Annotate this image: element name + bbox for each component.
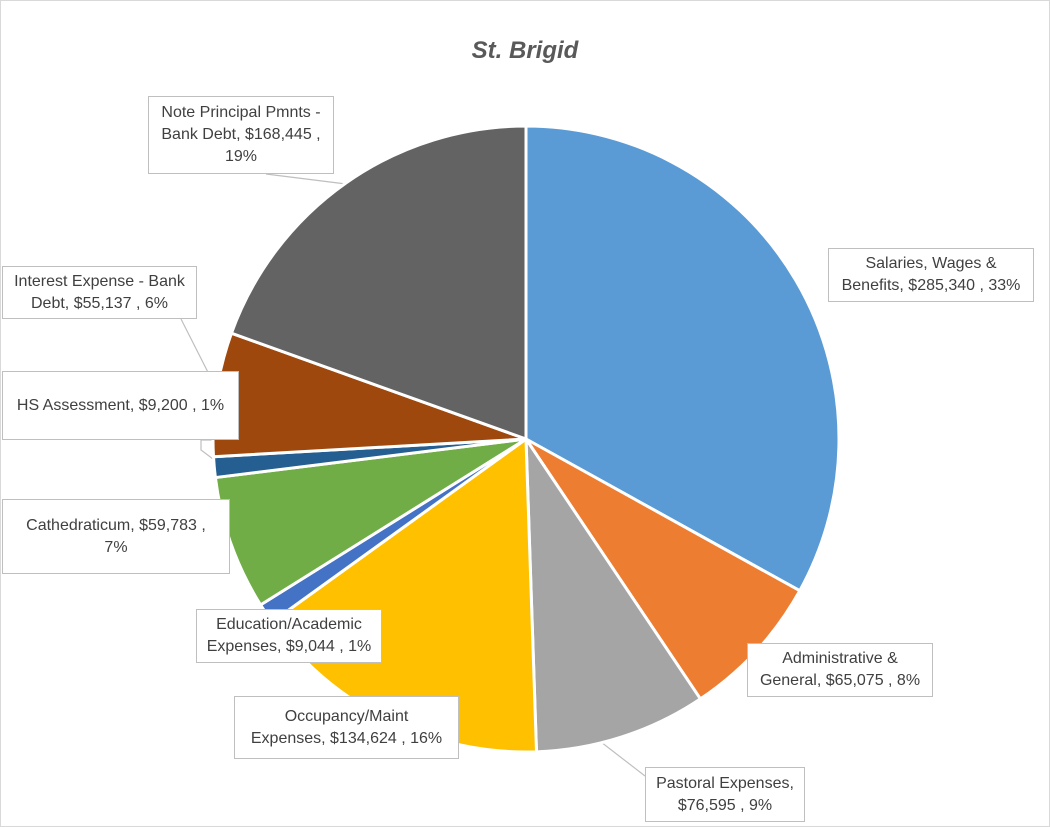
data-label-line: Education/Academic — [216, 616, 362, 633]
chart-title: St. Brigid — [471, 37, 579, 64]
data-label-pastoral-expenses: Pastoral Expenses, $76,595 , 9% — [645, 767, 805, 822]
data-label-line: General, $65,075 , 8% — [759, 672, 921, 689]
leader-line-note-principal-pmnts-bank-debt — [265, 173, 347, 185]
data-label-line: Interest Expense - Bank — [14, 272, 185, 290]
slice-cathedraticum — [213, 437, 528, 607]
data-label-cathedraticum: Cathedraticum, $59,783 , 7% — [2, 499, 230, 574]
leader-line-pastoral-expenses — [600, 741, 646, 777]
slice-note-principal-pmnts-bank-debt — [229, 124, 528, 441]
data-label-administrative-general: Administrative & General, $65,075 , 8% — [747, 643, 933, 697]
data-label-line: Note Principal Pmnts - — [161, 104, 321, 121]
data-label-line: Salaries, Wages & — [865, 255, 997, 272]
data-label-line: Benefits, $285,340 , 33% — [841, 277, 1021, 294]
data-label-education-academic-expenses: Education/Academic Expenses, $9,044 , 1% — [196, 609, 382, 663]
data-label-note-principal-pmnts-bank-debt: Note Principal Pmnts - Bank Debt, $168,44… — [148, 96, 334, 174]
data-label-line: 19% — [224, 148, 257, 165]
data-label-line: Expenses, $9,044 , 1% — [206, 638, 372, 655]
data-label-line: Administrative & — [782, 650, 898, 667]
data-label-line: Bank Debt, $168,445 , — [161, 126, 321, 143]
data-label-hs-assessment: HS Assessment, $9,200 , 1% — [2, 371, 239, 440]
data-label-salaries-wages-benefits: Salaries, Wages & Benefits, $285,340 , 33… — [828, 248, 1034, 302]
data-label-line: Cathedraticum, $59,783 , — [26, 516, 206, 534]
data-label-line: $76,595 , 9% — [677, 796, 773, 814]
slice-salaries-wages-benefits — [524, 124, 841, 593]
data-label-line: Expenses, $134,624 , 16% — [250, 729, 443, 747]
data-label-occupancy-maint-expenses: Occupancy/Maint Expenses, $134,624 , 16% — [234, 696, 459, 759]
data-label-line: Debt, $55,137 , 6% — [31, 294, 168, 312]
data-label-line: HS Assessment, $9,200 , 1% — [16, 396, 225, 414]
slice-pastoral-expenses — [524, 437, 702, 754]
data-label-line: Occupancy/Maint — [284, 707, 409, 725]
pie-slices — [211, 124, 841, 754]
data-label-line: Pastoral Expenses, — [656, 774, 794, 792]
data-label-line: 7% — [104, 538, 128, 556]
data-label-interest-expense-bank-debt: Interest Expense - Bank Debt, $55,137 , 6… — [2, 266, 197, 319]
